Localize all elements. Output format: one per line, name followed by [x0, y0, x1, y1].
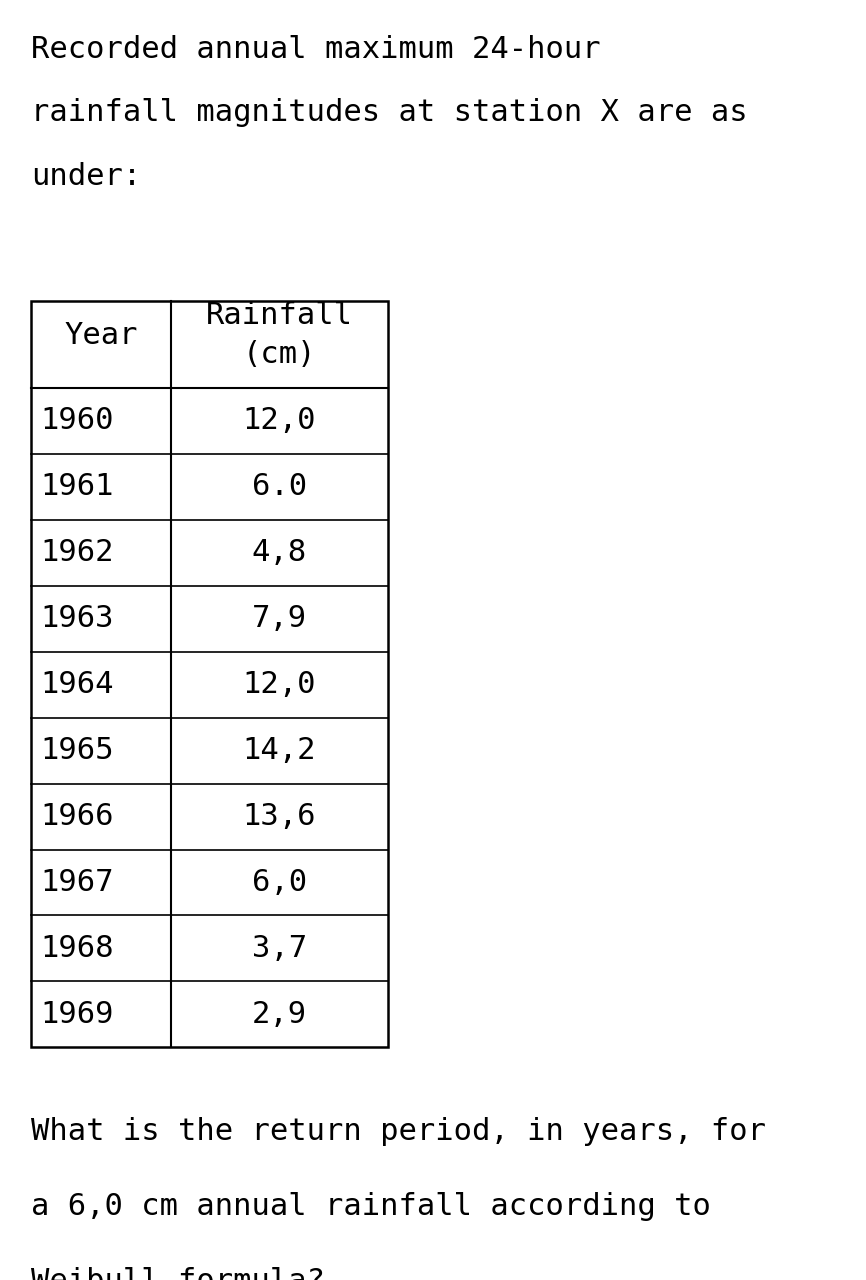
Text: 1960: 1960 — [41, 406, 113, 435]
Text: 1964: 1964 — [41, 671, 113, 699]
Text: What is the return period, in years, for: What is the return period, in years, for — [31, 1117, 766, 1146]
Text: 1961: 1961 — [41, 472, 113, 502]
Text: 1967: 1967 — [41, 868, 113, 897]
Text: Year: Year — [64, 320, 138, 349]
Text: 1965: 1965 — [41, 736, 113, 765]
Text: 1968: 1968 — [41, 934, 113, 963]
Text: 4,8: 4,8 — [251, 538, 307, 567]
Text: Weibull formula?: Weibull formula? — [31, 1267, 325, 1280]
Text: 12,0: 12,0 — [242, 406, 316, 435]
Text: 6,0: 6,0 — [251, 868, 307, 897]
Text: 2,9: 2,9 — [251, 1000, 307, 1029]
Text: 12,0: 12,0 — [242, 671, 316, 699]
Text: 1966: 1966 — [41, 803, 113, 831]
Text: rainfall magnitudes at station X are as: rainfall magnitudes at station X are as — [31, 99, 747, 128]
Text: 7,9: 7,9 — [251, 604, 307, 634]
Text: 13,6: 13,6 — [242, 803, 316, 831]
Text: Rainfall
(cm): Rainfall (cm) — [205, 302, 352, 369]
Text: 6.0: 6.0 — [251, 472, 307, 502]
Text: a 6,0 cm annual rainfall according to: a 6,0 cm annual rainfall according to — [31, 1192, 711, 1221]
Text: 1962: 1962 — [41, 538, 113, 567]
Text: Recorded annual maximum 24-hour: Recorded annual maximum 24-hour — [31, 35, 601, 64]
Text: 1969: 1969 — [41, 1000, 113, 1029]
Text: under:: under: — [31, 163, 141, 191]
Text: 14,2: 14,2 — [242, 736, 316, 765]
Text: 3,7: 3,7 — [251, 934, 307, 963]
Text: 1963: 1963 — [41, 604, 113, 634]
